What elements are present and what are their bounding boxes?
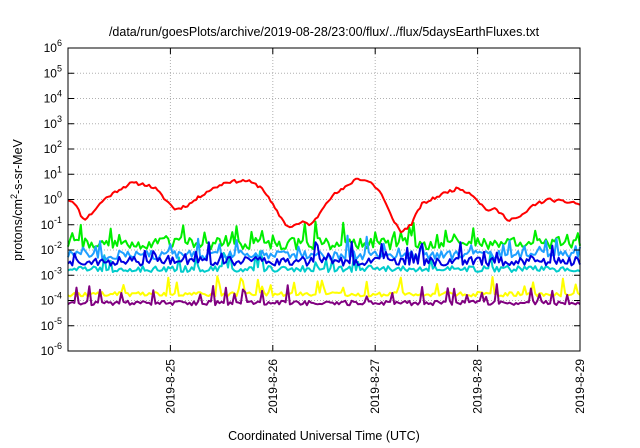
data-series	[67, 177, 581, 307]
series-line	[67, 250, 581, 273]
y-tick-label: 10-6	[41, 341, 62, 358]
y-tick-label: 10-4	[41, 291, 62, 308]
series-line	[67, 275, 581, 298]
series-line	[67, 220, 581, 251]
y-tick-label: 104	[44, 89, 62, 106]
y-tick-label: 103	[44, 114, 62, 131]
y-tick-label: 10-5	[41, 316, 62, 333]
y-tick-label: 102	[44, 139, 62, 156]
x-axis-ticks: 2019-8-25 2019-8-26 2019-8-27 2019-8-28 2019…	[163, 48, 587, 414]
x-tick-label: 2019-8-28	[471, 359, 485, 414]
y-tick-label: 101	[44, 164, 62, 181]
y-tick-label: 10-3	[41, 265, 62, 282]
series-line	[67, 241, 581, 267]
x-tick-label: 2019-8-25	[163, 359, 177, 414]
series-line	[67, 283, 581, 307]
y-tick-label: 100	[44, 190, 62, 207]
series-line	[67, 177, 581, 234]
x-tick-label: 2019-8-29	[573, 359, 587, 414]
y-tick-label: 10-1	[41, 215, 62, 232]
y-axis-ticks: 10-6 10-5 10-4 10-3 10-2 10-1 100 101 102 103 104 1…	[41, 38, 580, 358]
chart-title: /data/run/goesPlots/archive/2019-08-28/2…	[109, 25, 540, 39]
grid-lines	[68, 48, 580, 351]
x-axis-label: Coordinated Universal Time (UTC)	[228, 429, 420, 443]
x-tick-label: 2019-8-26	[266, 359, 280, 414]
x-tick-label: 2019-8-27	[368, 359, 382, 414]
y-axis-label-superscript: 2	[9, 194, 19, 199]
y-tick-label: 106	[44, 38, 62, 55]
y-axis-label: protons/cm2-s-sr-MeV	[9, 138, 25, 260]
y-tick-label: 10-2	[41, 240, 62, 257]
y-tick-label: 105	[44, 63, 62, 80]
